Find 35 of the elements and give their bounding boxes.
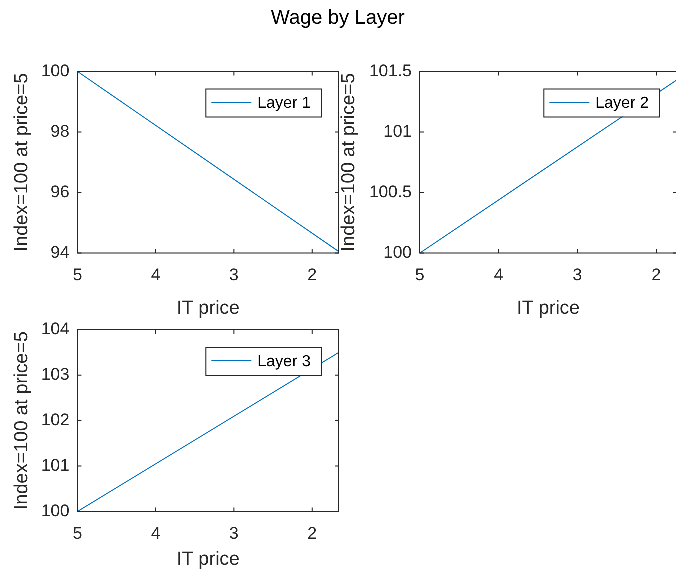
y-tick-label: 102 — [41, 410, 70, 430]
x-tick-label: 5 — [72, 266, 82, 285]
y-tick-label: 101.5 — [369, 61, 412, 80]
y-tick-label: 94 — [50, 242, 70, 262]
y-tick-label: 100 — [384, 242, 412, 262]
legend-label: Layer 2 — [596, 95, 650, 112]
x-axis-title: IT price — [176, 298, 240, 319]
y-tick-label: 100 — [41, 501, 70, 520]
x-tick-label: 3 — [229, 524, 239, 544]
x-tick-label: 2 — [652, 266, 662, 285]
y-tick-label: 103 — [41, 365, 70, 384]
y-axis-title: Index=100 at price=5 — [12, 73, 33, 252]
y-tick-label: 104 — [41, 320, 70, 339]
x-tick-label: 4 — [151, 524, 161, 544]
y-tick-label: 96 — [50, 182, 70, 202]
x-axis-title: IT price — [516, 298, 580, 319]
y-tick-label: 100 — [41, 61, 70, 80]
y-axis-title: Index=100 at price=5 — [338, 73, 360, 252]
x-tick-label: 2 — [308, 524, 318, 544]
x-tick-label: 3 — [572, 266, 582, 285]
y-tick-label: 101 — [384, 122, 412, 141]
y-tick-label: 101 — [41, 456, 70, 475]
x-axis-title: IT price — [176, 548, 240, 570]
y-tick-label: 98 — [50, 122, 70, 141]
x-tick-label: 4 — [494, 266, 504, 285]
x-tick-label: 2 — [308, 266, 318, 285]
x-tick-label: 5 — [415, 266, 425, 285]
y-axis-title: Index=100 at price=5 — [12, 332, 33, 510]
y-tick-label: 100.5 — [369, 182, 412, 202]
legend-label: Layer 3 — [258, 353, 312, 370]
x-tick-label: 3 — [229, 266, 239, 285]
chart-title: Wage by Layer — [270, 6, 406, 31]
x-tick-label: 4 — [151, 266, 161, 285]
legend-label: Layer 1 — [258, 95, 312, 112]
x-tick-label: 5 — [72, 524, 82, 544]
